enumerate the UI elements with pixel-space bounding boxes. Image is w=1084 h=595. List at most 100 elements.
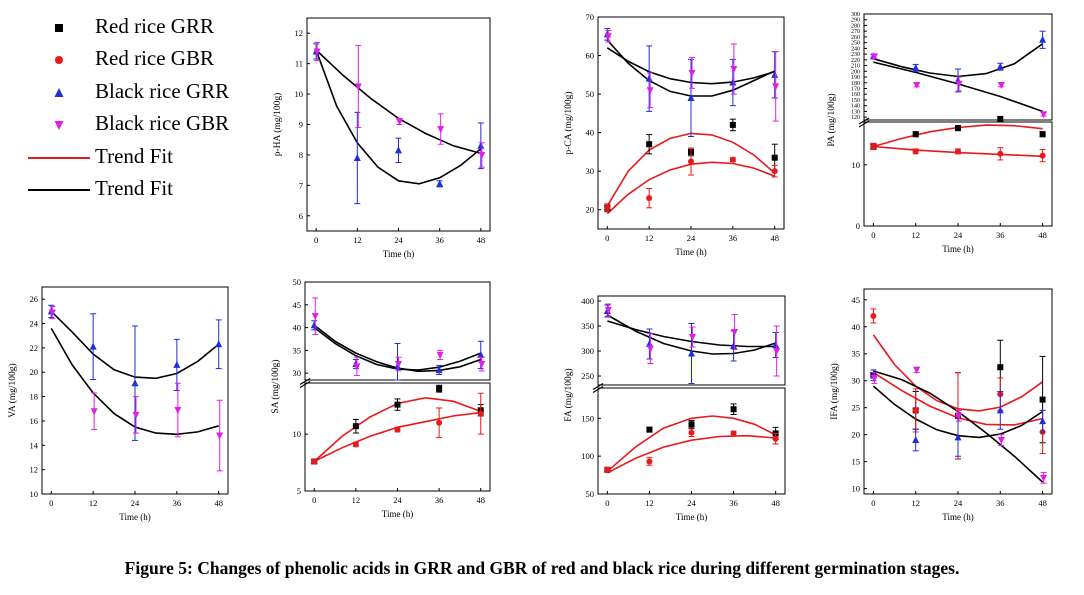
axis-break-mark [592,385,604,394]
data-point-square [955,125,961,132]
data-point-square [352,423,359,430]
y-tick-label: 50 [586,489,595,499]
chart-panel-fa: 250 300 350 400 50 100 150 0 12 24 36 48 Time (h) FA … [563,295,786,522]
data-point-triangle-up [1039,35,1047,43]
x-tick-label: 24 [954,230,963,240]
data-point-triangle-down [311,313,319,321]
x-tick-label: 24 [687,498,696,508]
chart-panel-ifa: 10 15 20 25 30 35 40 45 0 12 24 36 48 Time (h) IFA (mg… [829,288,1053,522]
data-point-circle [394,426,401,433]
legend-label: Trend Fit [95,143,174,168]
data-point-triangle-down [436,351,444,359]
y-tick-label: 35 [293,345,302,355]
data-point-triangle-up [436,179,444,187]
data-point-triangle-down [1040,474,1048,482]
y-tick-label: 8 [299,150,303,160]
x-axis-label: Time (h) [942,512,973,522]
y-tick-label: 50 [586,89,595,99]
legend-item-red-rice-grr: Red rice GRR [28,12,258,44]
data-point-triangle-up [310,321,318,329]
y-tick-label: 40 [293,323,302,333]
y-tick-label: 30 [586,166,595,176]
x-axis-label: Time (h) [942,244,973,254]
trend-fit-line [607,434,776,474]
legend-label: Black rice GBR [95,111,230,136]
y-tick-label: 12 [295,28,304,38]
data-point-circle [771,168,778,175]
y-tick-label: 30 [852,376,861,386]
axis-break-mark [299,377,311,386]
legend-item-red-rice-gbr: Red rice GBR [28,44,258,76]
data-point-square [1039,396,1046,403]
x-tick-label: 24 [393,495,402,505]
y-tick-label: 250 [851,41,860,47]
axis-break-mark [858,117,870,125]
x-tick-label: 36 [729,233,738,243]
y-tick-label: 9 [299,120,303,130]
x-tick-label: 0 [49,498,53,508]
data-point-circle [646,458,653,465]
data-point-circle [646,195,653,202]
x-tick-label: 12 [911,230,920,240]
x-tick-label: 48 [1038,230,1047,240]
x-tick-label: 0 [605,233,609,243]
legend-item-black-rice-grr: Black rice GRR [28,77,258,109]
y-tick-label: 30 [293,368,302,378]
data-point-circle [352,441,359,448]
plot-frame [863,121,1053,227]
plot-frame [597,295,786,386]
data-point-square [1039,131,1046,138]
legend-item-trend-fit-black: Trend Fit [28,174,258,206]
y-tick-label: 20 [852,430,861,440]
data-point-triangle-down [313,48,321,56]
data-point-triangle-up [772,341,780,348]
y-tick-label: 18 [30,392,39,402]
data-point-triangle-down [955,412,963,420]
data-point-triangle-down [604,307,612,314]
data-point-triangle-down [437,126,445,134]
data-point-triangle-down [955,80,963,88]
data-point-circle [604,466,611,473]
x-tick-label: 36 [729,498,738,508]
x-tick-label: 12 [353,235,362,245]
data-point-triangle-down [730,66,738,74]
data-point-triangle-up [912,436,920,444]
y-tick-label: 150 [851,98,860,104]
y-tick-label: 160 [851,92,860,98]
data-point-triangle-up [395,146,402,154]
data-point-triangle-down [90,408,98,416]
data-point-square [436,385,443,392]
y-tick-label: 50 [293,277,302,287]
y-tick-label: 350 [581,321,594,331]
data-point-square [912,131,919,138]
data-point-circle [730,430,737,437]
x-tick-label: 12 [645,498,654,508]
y-axis-label: FA (mg/100g) [563,368,574,421]
data-point-triangle-up [729,78,737,86]
y-tick-label: 180 [851,81,860,87]
y-tick-label: 22 [30,343,39,353]
data-point-triangle-up [131,379,139,387]
trend-fit-line [606,415,776,472]
y-tick-label: 10 [852,484,861,494]
y-tick-label: 16 [30,416,39,426]
y-tick-label: 240 [851,46,860,52]
data-point-triangle-up [996,62,1004,70]
data-point-triangle-up [771,70,779,78]
data-point-triangle-up [173,360,181,368]
data-point-triangle-down [353,363,361,371]
x-tick-label: 12 [645,233,654,243]
trend-fit-line [607,314,776,355]
data-point-triangle-down [772,83,780,91]
y-tick-label: 10 [293,429,302,439]
axis-break-mark [592,382,604,391]
x-tick-label: 24 [687,233,696,243]
data-point-square [394,401,401,408]
x-tick-label: 36 [435,495,444,505]
trend-fit-line [315,49,482,185]
data-point-triangle-down [646,345,654,353]
y-tick-label: 60 [586,51,595,61]
black-line-icon [28,188,90,191]
legend-label: Black rice GRR [95,78,230,103]
x-tick-label: 0 [314,235,318,245]
